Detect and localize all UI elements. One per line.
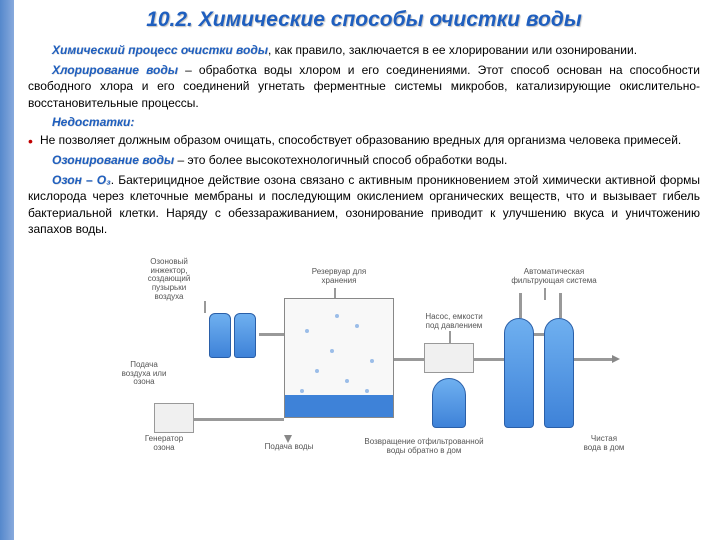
ozone-generator — [154, 403, 194, 433]
text: . Бактерицидное действие озона связано с… — [28, 173, 700, 236]
arrow-supply-in — [284, 435, 292, 443]
label-pump: Насос, емкости под давлением — [414, 313, 494, 331]
label-clean: Чистая вода в дом — [574, 435, 634, 453]
text: – это более высокотехнологичный способ о… — [174, 153, 507, 167]
filter-tank-1 — [504, 318, 534, 428]
page-title: 10.2. Химические способы очистки воды — [28, 8, 700, 32]
paragraph-intro: Химический процесс очистки воды, как пра… — [28, 42, 700, 58]
term-chlorination: Хлорирование воды — [52, 63, 178, 77]
ozonation-diagram: Озоновый инжектор, создающий пузырьки во… — [104, 243, 624, 463]
subheading-disadvantages: Недостатки: — [52, 115, 700, 129]
label-injector: Озоновый инжектор, создающий пузырьки во… — [134, 258, 204, 302]
injector-tank-2 — [234, 313, 256, 358]
pressure-tank — [432, 378, 466, 428]
term-ozone: Озон – О₃ — [52, 173, 111, 187]
label-reservoir: Резервуар для хранения — [294, 268, 384, 286]
arrow-clean-out — [612, 355, 620, 363]
storage-reservoir — [284, 298, 394, 418]
injector-tank-1 — [209, 313, 231, 358]
paragraph-ozone: Озон – О₃. Бактерицидное действие озона … — [28, 172, 700, 237]
pump-box — [424, 343, 474, 373]
label-generator: Генератор озона — [129, 435, 199, 453]
content-area: 10.2. Химические способы очистки воды Хи… — [0, 0, 720, 471]
label-air: Подача воздуха или озона — [114, 361, 174, 387]
filter-tank-2 — [544, 318, 574, 428]
paragraph-chlorination: Хлорирование воды – обработка воды хлоро… — [28, 62, 700, 111]
term-process: Химический процесс очистки воды — [52, 43, 268, 57]
label-supply: Подача воды — [249, 443, 329, 452]
side-accent — [0, 0, 14, 540]
text: , как правило, заключается в ее хлориров… — [268, 43, 637, 57]
paragraph-ozonation: Озонирование воды – это более высокотехн… — [28, 152, 700, 168]
label-return: Возвращение отфильтрованной воды обратно… — [349, 438, 499, 456]
bullet-disadvantage: Не позволяет должным образом очищать, сп… — [28, 132, 700, 148]
label-filter: Автоматическая фильтрующая система — [499, 268, 609, 286]
term-ozonation: Озонирование воды — [52, 153, 174, 167]
